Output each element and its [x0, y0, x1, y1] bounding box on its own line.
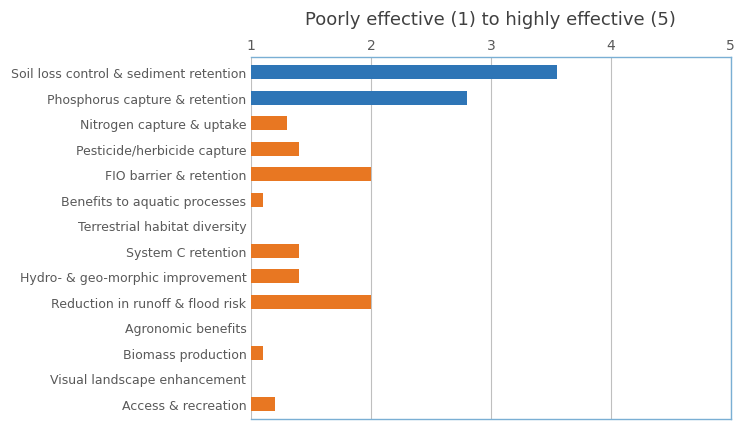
Bar — [251, 270, 299, 283]
Bar — [251, 295, 371, 309]
Bar — [251, 396, 275, 411]
Bar — [251, 117, 287, 131]
Bar — [251, 346, 263, 360]
Bar — [251, 142, 299, 156]
Bar — [251, 168, 371, 182]
Title: Poorly effective (1) to highly effective (5): Poorly effective (1) to highly effective… — [305, 11, 677, 29]
Bar — [251, 92, 467, 105]
Bar — [251, 244, 299, 258]
Bar — [251, 193, 263, 207]
Bar — [251, 66, 557, 80]
